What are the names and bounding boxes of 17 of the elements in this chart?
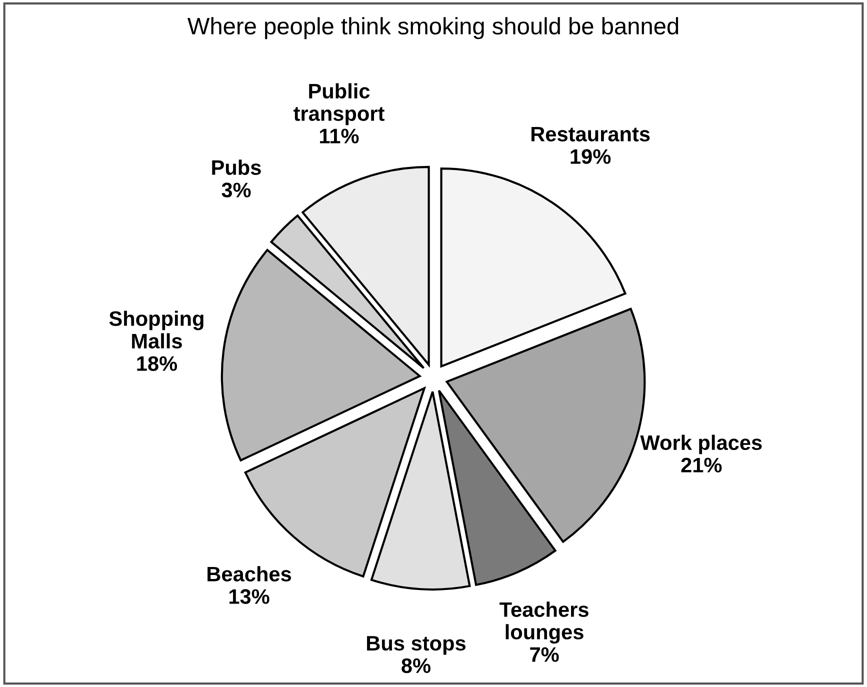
data-label: 8% (402, 658, 430, 674)
data-label: 18% (137, 356, 178, 371)
data-label: 3% (222, 182, 251, 198)
data-label: 19% (570, 149, 611, 164)
data-label: 21% (681, 458, 722, 472)
slice-label: Bus stops (367, 636, 466, 655)
data-label: 11% (320, 128, 359, 144)
slice-label: Beaches (208, 566, 292, 582)
data-label: 13% (229, 589, 270, 604)
slice-label: Public transport (294, 83, 384, 126)
chart-title: Where people think smoking should be banned (188, 17, 678, 40)
slice-label: Teachers lounges (500, 602, 588, 644)
slice-label: Work places (640, 434, 762, 454)
slice-label: Restaurants (532, 126, 650, 142)
slice-label: Shopping Malls (109, 310, 204, 349)
slice-label: Pubs (212, 160, 261, 175)
data-label: 7% (530, 647, 559, 662)
